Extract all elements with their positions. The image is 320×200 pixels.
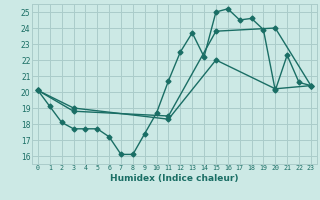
X-axis label: Humidex (Indice chaleur): Humidex (Indice chaleur) [110,174,239,183]
